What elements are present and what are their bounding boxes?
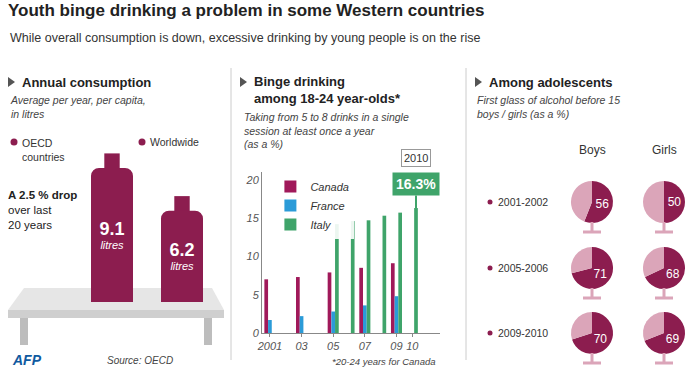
svg-text:Italy: Italy xyxy=(310,219,332,231)
svg-text:71: 71 xyxy=(593,267,607,281)
svg-text:Among adolescents: Among adolescents xyxy=(489,75,613,90)
svg-text:5: 5 xyxy=(253,289,260,301)
svg-text:2009-2010: 2009-2010 xyxy=(498,327,548,339)
svg-text:56: 56 xyxy=(595,197,609,211)
svg-text:15: 15 xyxy=(247,212,260,224)
svg-text:20: 20 xyxy=(246,174,260,186)
svg-text:Binge drinkingamong 18-24 year: Binge drinkingamong 18-24 year-olds* xyxy=(254,74,401,106)
svg-text:68: 68 xyxy=(666,267,680,281)
svg-text:10: 10 xyxy=(406,340,419,352)
svg-text:6.2litres: 6.2litres xyxy=(169,240,194,272)
svg-text:Average per year, per capita,i: Average per year, per capita,in litres xyxy=(10,94,146,120)
svg-text:70: 70 xyxy=(594,332,608,346)
svg-text:A 2.5 % dropover last20 years: A 2.5 % dropover last20 years xyxy=(8,189,77,231)
svg-text:69: 69 xyxy=(666,332,680,346)
svg-text:0: 0 xyxy=(253,327,260,339)
svg-text:2001: 2001 xyxy=(257,340,282,352)
svg-text:Boys: Boys xyxy=(579,143,606,157)
svg-text:05: 05 xyxy=(327,340,340,352)
svg-text:France: France xyxy=(310,200,344,212)
svg-text:2001-2002: 2001-2002 xyxy=(498,196,548,208)
svg-text:Annual consumption: Annual consumption xyxy=(22,75,151,90)
svg-text:OECDcountries: OECDcountries xyxy=(22,137,65,163)
svg-text:Source: OECD: Source: OECD xyxy=(107,355,173,366)
svg-text:Worldwide: Worldwide xyxy=(150,136,199,148)
svg-text:AFP: AFP xyxy=(12,352,42,368)
svg-text:Canada: Canada xyxy=(310,181,349,193)
svg-text:While overall consumption is d: While overall consumption is down, exces… xyxy=(10,31,480,45)
svg-text:*20-24 years for Canada: *20-24 years for Canada xyxy=(332,356,436,367)
svg-text:09: 09 xyxy=(390,340,402,352)
svg-text:First glass of alcohol before: First glass of alcohol before 15boys / g… xyxy=(477,94,620,120)
svg-text:16.3%: 16.3% xyxy=(396,176,436,192)
svg-text:Girls: Girls xyxy=(652,143,677,157)
svg-text:Taking from 5 to 8 drinks in a: Taking from 5 to 8 drinks in a singleses… xyxy=(244,111,409,150)
svg-text:2005-2006: 2005-2006 xyxy=(498,262,548,274)
svg-text:10: 10 xyxy=(247,250,260,262)
svg-text:03: 03 xyxy=(295,340,308,352)
svg-text:2010: 2010 xyxy=(404,152,428,164)
svg-text:Youth binge drinking a problem: Youth binge drinking a problem in some W… xyxy=(8,1,484,20)
svg-text:50: 50 xyxy=(668,195,682,209)
svg-text:07: 07 xyxy=(359,340,372,352)
svg-text:9.1litres: 9.1litres xyxy=(99,219,124,251)
